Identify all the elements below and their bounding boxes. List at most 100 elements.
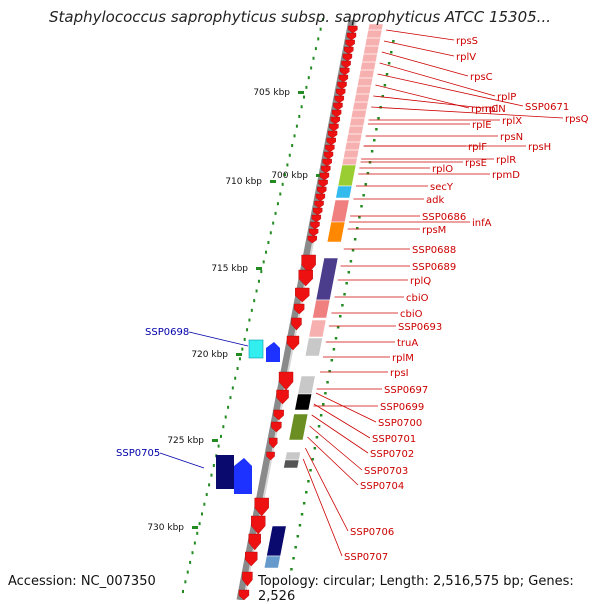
ruler-dot [307,76,310,80]
ruler-dot [212,463,215,467]
gene-label: adk [426,195,444,206]
gene-label: rplX [502,116,522,127]
ruler-dot [317,37,320,41]
marker-dot [351,249,355,252]
ruler-dot [286,163,289,167]
gene-arrow [242,571,253,587]
callout-line [304,447,349,532]
marker-dots [285,40,395,593]
scale-tick [270,180,276,183]
ruler-dot [262,260,265,264]
ruler-dot [236,367,239,371]
marker-dot [358,216,361,219]
marker-dot [309,469,312,472]
gene-arrow [323,151,334,160]
ruler-dot [298,114,301,118]
ruler-dot [248,318,251,322]
gene-arrow [346,32,357,41]
ruler-dot [303,95,306,99]
gene-arrow [271,421,282,433]
marker-dot [390,51,393,54]
gene-arrow [317,186,327,195]
gene-label: rplV [456,52,476,63]
ruler-dot [312,56,315,60]
gene-label: truA [397,338,418,349]
gene-arrow [345,39,355,48]
gene-arrow [325,144,335,153]
gene-label: SSP0693 [398,322,442,333]
marker-dot [370,150,374,153]
callout-line [313,403,371,439]
marker-dot [364,183,368,186]
callout-line [311,414,369,454]
scale-tick [192,526,198,529]
ruler-dot [288,153,291,157]
gene-label: cbiO [406,293,429,304]
cds-bar [284,451,301,461]
cds-bar [297,375,316,395]
ruler-dot [276,202,279,206]
ruler-dot [272,221,275,225]
gene-label: SSP0688 [412,245,456,256]
gene-label: SSP0697 [384,385,428,396]
scale-tick-label: 705 kbp [253,88,290,98]
ruler-dot [198,522,201,526]
gene-label: rplN [485,104,506,115]
gene-label: SSP0702 [370,449,414,460]
callout-line [309,425,363,471]
gene-arrow [298,269,313,287]
gene-arrow [301,254,316,274]
ruler-dot [322,18,324,21]
gene-label: SSP0700 [378,418,422,429]
gene-label: rplF [468,142,487,153]
gene-arrow [310,221,320,230]
marker-dot [385,73,389,76]
ruler-dot [193,541,196,545]
gene-label: rplE [472,120,492,131]
gene-arrow [342,53,353,62]
gene-arrow [295,287,310,303]
marker-dot [326,381,329,384]
gene-arrow [330,116,340,125]
callout-line [315,392,377,423]
gene-block [248,339,264,359]
callout-line [302,458,343,557]
ruler-dot [231,386,234,390]
gene-arrow [273,409,284,421]
accession-text: Accession: NC_007350 [8,574,156,589]
marker-dot [292,557,295,560]
scale-tick [316,174,322,177]
marker-dot [362,194,365,197]
gene-label: SSP0671 [525,102,569,113]
marker-dot [366,172,370,175]
marker-dot [336,326,340,329]
gene-label: secY [430,182,454,193]
marker-dot [356,227,359,230]
gene-arrow [340,67,350,76]
cds-track [257,23,384,600]
scale-tick-label: 725 kbp [167,436,204,446]
marker-dot [319,414,323,417]
gene-label: SSP0689 [412,262,456,273]
ruler-dot [210,473,213,477]
cds-bar [330,199,350,223]
ruler-dot [205,493,208,497]
ruler-dot [255,289,258,293]
gene-label: rpsI [390,368,409,379]
ruler-dot [229,396,232,400]
gene-arrow [266,342,280,362]
marker-dot [330,359,334,362]
gene-arrow [314,200,324,209]
ruler-dot [300,105,303,109]
scale-tick [298,91,304,94]
cds-bar [266,525,287,557]
gene-label: SSP0701 [372,434,416,445]
marker-dot [339,315,342,318]
ruler-dot [217,444,220,448]
marker-dot [349,260,353,263]
ruler-dot [295,124,298,128]
gene-label: rpsH [528,142,551,153]
gene-arrow [266,451,275,461]
gene-label: rplQ [410,276,431,287]
